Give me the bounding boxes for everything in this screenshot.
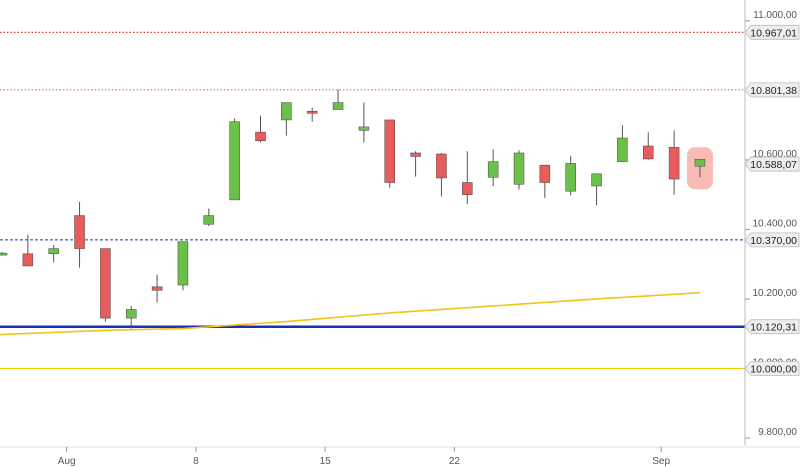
level-tag-4 bbox=[744, 319, 800, 335]
x-tick-label: 15 bbox=[320, 456, 332, 467]
x-tick-label: 8 bbox=[193, 456, 199, 467]
candle-body bbox=[48, 248, 59, 255]
level-tag-label-2: 10.588,07 bbox=[750, 159, 797, 171]
candle-body bbox=[281, 102, 292, 121]
y-tick-label: 11.000,00 bbox=[753, 10, 797, 21]
y-tick-label: 10.400,00 bbox=[753, 218, 798, 229]
level-tag-label-4: 10.120,31 bbox=[750, 322, 797, 334]
time-axis: Aug 8 15 22 Sep bbox=[0, 446, 800, 467]
candle-body bbox=[306, 111, 318, 114]
moving-average bbox=[0, 291, 700, 336]
candle-body bbox=[487, 161, 499, 178]
candle-body bbox=[358, 126, 370, 131]
candle-body bbox=[74, 215, 85, 249]
level-tag-2 bbox=[744, 156, 800, 172]
level-tag-5 bbox=[744, 361, 800, 376]
candles bbox=[0, 89, 706, 329]
x-tick-label: Aug bbox=[58, 456, 76, 467]
candle-body bbox=[22, 253, 34, 267]
candle-body bbox=[151, 286, 163, 291]
candle-body bbox=[126, 309, 137, 319]
level-tag-label-5: 10.000,00 bbox=[750, 364, 797, 376]
level-tag-3 bbox=[744, 232, 800, 248]
level-labels: 10.967,01 10.801,38 10.588,07 10.370,00 10.1… bbox=[744, 24, 800, 376]
candle-body bbox=[229, 121, 240, 201]
candle-body bbox=[203, 215, 215, 225]
level-tag-1 bbox=[744, 82, 800, 98]
candle-body bbox=[643, 145, 654, 160]
candle-body bbox=[513, 152, 525, 185]
candle-body bbox=[668, 147, 680, 180]
candle-body bbox=[694, 158, 706, 167]
y-tick-label: 9.800,00 bbox=[758, 427, 797, 438]
level-tag-0 bbox=[744, 24, 800, 40]
candle-body bbox=[384, 119, 395, 183]
candle-body bbox=[0, 252, 8, 256]
candle-body bbox=[177, 241, 189, 286]
candle-body bbox=[332, 102, 344, 110]
x-tick-label: 22 bbox=[449, 456, 461, 467]
candle-body bbox=[617, 137, 628, 162]
price-axis: 9.800,00 10.000,00 10.200,00 10.400,00 10.60… bbox=[744, 0, 798, 445]
candle-body bbox=[565, 163, 576, 192]
y-tick-label: 10.200,00 bbox=[753, 288, 798, 299]
level-lines bbox=[0, 31, 745, 370]
x-tick-label: Sep bbox=[652, 456, 670, 467]
candle-body bbox=[539, 164, 551, 183]
candle-body bbox=[410, 152, 421, 157]
moving-average-line bbox=[0, 291, 700, 336]
candle-body bbox=[255, 131, 266, 142]
candle-body bbox=[436, 153, 447, 179]
y-tick-label: 10.600,00 bbox=[753, 149, 798, 160]
level-tag-label-1: 10.801,38 bbox=[750, 85, 797, 97]
candle-body bbox=[100, 248, 111, 319]
level-tag-label-3: 10.370,00 bbox=[750, 235, 797, 247]
level-tag-label-0: 10.967,01 bbox=[750, 27, 797, 39]
candle-body bbox=[591, 173, 602, 187]
candle-body bbox=[462, 182, 473, 195]
